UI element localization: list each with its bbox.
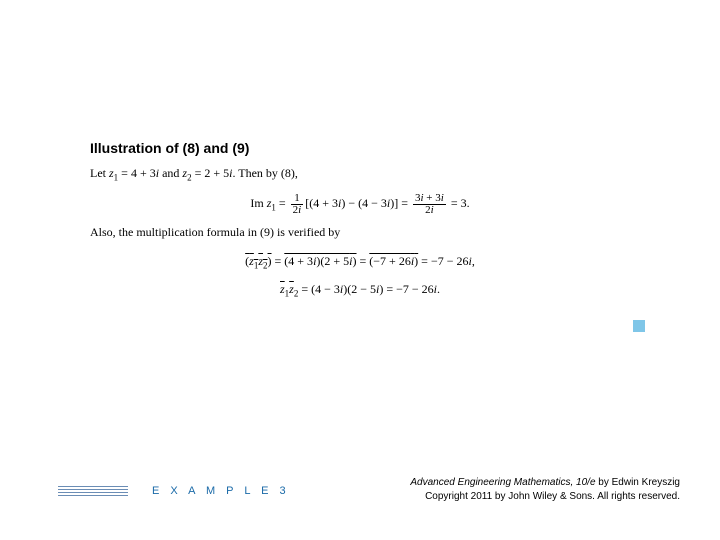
line2: Also, the multiplication formula in (9) … — [90, 225, 630, 240]
frac2: 3i + 3i2i — [413, 193, 446, 216]
im: Im — [250, 196, 266, 210]
mid-bar: (4 + 3i)(2 + 5i) — [284, 254, 356, 268]
equation-2: (z1z2) = (4 + 3i)(2 + 5i) = (−7 + 26i) =… — [90, 250, 630, 274]
txt: ) − (4 − 3 — [341, 196, 387, 210]
intro-line: Let z1 = 4 + 3i and z2 = 2 + 5i. Then by… — [90, 166, 630, 182]
eq: = — [276, 196, 289, 210]
dot: . — [437, 282, 440, 296]
txt: [(4 + 3 — [305, 196, 338, 210]
end-proof-icon — [633, 320, 645, 332]
res: = −7 − 26 — [418, 254, 468, 268]
rhs-bar: (−7 + 26i) — [369, 254, 418, 268]
rule-icon — [58, 484, 128, 498]
frac1: 12i — [291, 193, 304, 216]
txt: = 4 + 3 — [118, 166, 156, 180]
equation-3: z1z2 = (4 − 3i)(2 − 5i) = −7 − 26i. — [90, 278, 630, 302]
eq: = — [272, 254, 285, 268]
txt: ) = −7 − 26 — [379, 282, 433, 296]
lhs-bar: (z1z2) — [245, 254, 271, 268]
den: 2i — [291, 205, 304, 216]
txt: . Then by (8), — [232, 166, 297, 180]
txt: )] = — [390, 196, 411, 210]
book-line: Advanced Engineering Mathematics, 10/e b… — [410, 476, 680, 490]
txt: = 3. — [448, 196, 470, 210]
eq: = — [357, 254, 370, 268]
title: Illustration of (8) and (9) — [90, 140, 630, 156]
copyright: Copyright 2011 by John Wiley & Sons. All… — [410, 490, 680, 504]
txt: = 2 + 5 — [192, 166, 230, 180]
den: 2i — [413, 205, 446, 216]
content-region: Illustration of (8) and (9) Let z1 = 4 +… — [90, 140, 630, 307]
txt: and — [159, 166, 182, 180]
example-label: E X A M P L E 3 — [152, 485, 290, 497]
credits: Advanced Engineering Mathematics, 10/e b… — [410, 476, 680, 504]
txt: )(2 − 5 — [343, 282, 376, 296]
txt: = (4 − 3 — [298, 282, 340, 296]
comma: , — [472, 254, 475, 268]
txt: Let — [90, 166, 109, 180]
equation-1: Im z1 = 12i[(4 + 3i) − (4 − 3i)] = 3i + … — [90, 192, 630, 216]
